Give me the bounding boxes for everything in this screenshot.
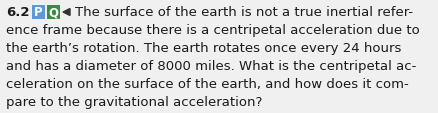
Text: The surface of the earth is not a true inertial refer-: The surface of the earth is not a true i…: [75, 6, 413, 19]
Polygon shape: [63, 9, 70, 16]
Text: celeration on the surface of the earth, and how does it com-: celeration on the surface of the earth, …: [6, 77, 409, 90]
Text: the earth’s rotation. The earth rotates once every 24 hours: the earth’s rotation. The earth rotates …: [6, 42, 401, 54]
Text: P: P: [34, 6, 43, 19]
Text: pare to the gravitational acceleration?: pare to the gravitational acceleration?: [6, 95, 262, 108]
FancyBboxPatch shape: [32, 6, 45, 20]
FancyBboxPatch shape: [47, 6, 60, 20]
Text: ence frame because there is a centripetal acceleration due to: ence frame because there is a centripeta…: [6, 24, 420, 37]
Text: Q: Q: [49, 6, 59, 19]
Text: 6.2: 6.2: [6, 6, 29, 19]
Text: and has a diameter of 8000 miles. What is the centripetal ac-: and has a diameter of 8000 miles. What i…: [6, 59, 417, 72]
